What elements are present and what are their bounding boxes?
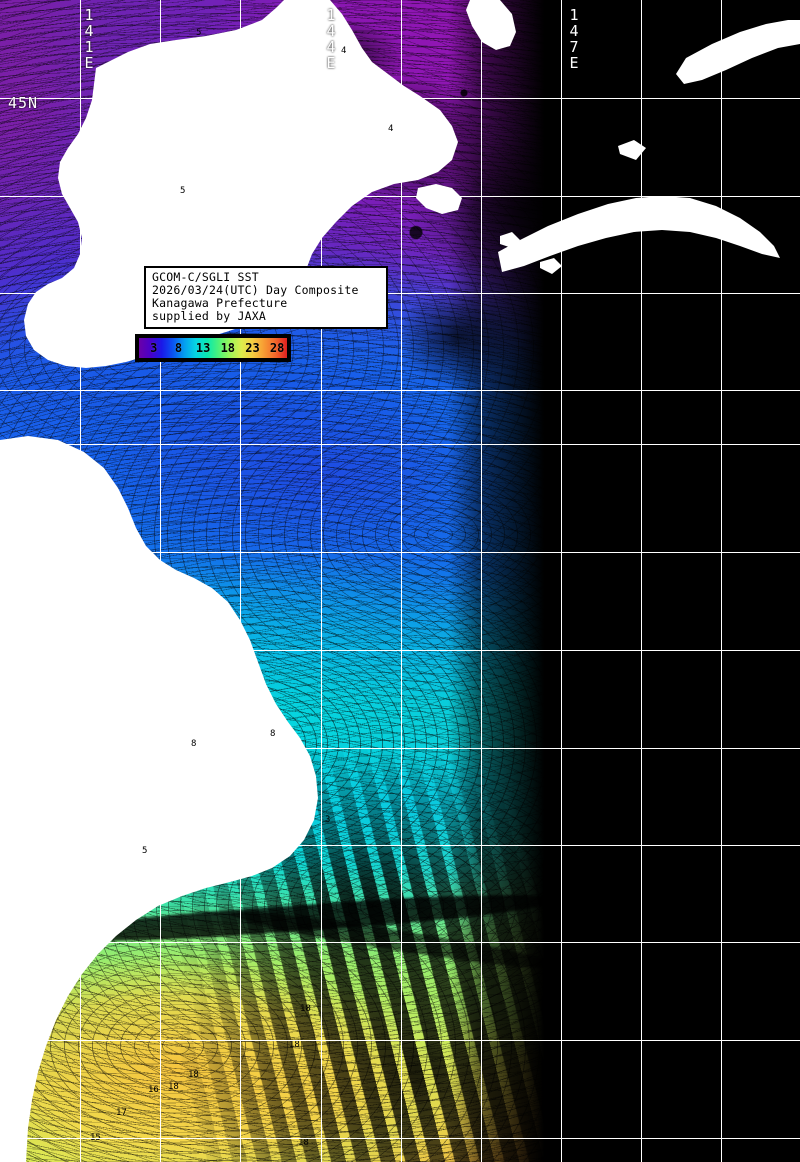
contour-label-14: 18 — [300, 1004, 311, 1014]
contour-label-9: 16 — [148, 1085, 159, 1095]
contour-label-2: 5 — [196, 28, 202, 38]
contour-label-11: 18 — [298, 1138, 309, 1148]
land-islet-1 — [500, 232, 520, 248]
annotation-box: GCOM-C/SGLI SST 2026/03/24(UTC) Day Comp… — [144, 266, 388, 329]
land-honshu — [0, 436, 318, 1162]
contour-label-0: 5 — [180, 186, 186, 196]
land-island-1 — [0, 592, 24, 624]
contour-label-15: 18 — [168, 1082, 179, 1092]
colorbar-tick-23: 23 — [245, 341, 260, 355]
land-kuril-1 — [498, 196, 780, 272]
colorbar-gradient: 3 8 13 18 23 28 — [139, 338, 287, 358]
contour-label-12: 18 — [188, 1070, 199, 1080]
land-kuril-3 — [466, 0, 516, 50]
annotation-line-region: Kanagawa Prefecture — [152, 296, 288, 310]
contour-label-13: 18 — [289, 1040, 300, 1050]
contour-label-1: 4 — [388, 124, 394, 134]
land-island-2 — [0, 672, 20, 696]
contour-label-7: 8 — [270, 729, 276, 739]
colorbar-tick-8: 8 — [174, 341, 183, 355]
contour-label-4: 8 — [191, 739, 197, 749]
land-hokkaido — [24, 0, 458, 368]
colorbar-tick-3: 3 — [150, 341, 158, 355]
colorbar-legend: 3 8 13 18 23 28 — [135, 334, 291, 362]
colorbar-tick-13: 13 — [195, 341, 211, 355]
land-islet-3 — [618, 140, 646, 160]
contour-label-8: 15 — [90, 1133, 101, 1143]
land-kuril-4 — [416, 184, 462, 214]
contour-label-3: 4 — [341, 46, 347, 56]
annotation-line-source: supplied by JAXA — [152, 309, 266, 323]
contour-label-10: 17 — [116, 1108, 127, 1118]
land-honshu-west-bay — [0, 466, 56, 546]
annotation-line-title: GCOM-C/SGLI SST — [152, 270, 259, 284]
colorbar-tick-28: 28 — [269, 341, 285, 355]
colorbar-tick-18: 18 — [220, 341, 236, 355]
contour-label-5: 5 — [142, 846, 148, 856]
contour-label-6: 3 — [325, 815, 331, 825]
land-kuril-2 — [676, 20, 800, 84]
land-islet-2 — [540, 258, 562, 274]
